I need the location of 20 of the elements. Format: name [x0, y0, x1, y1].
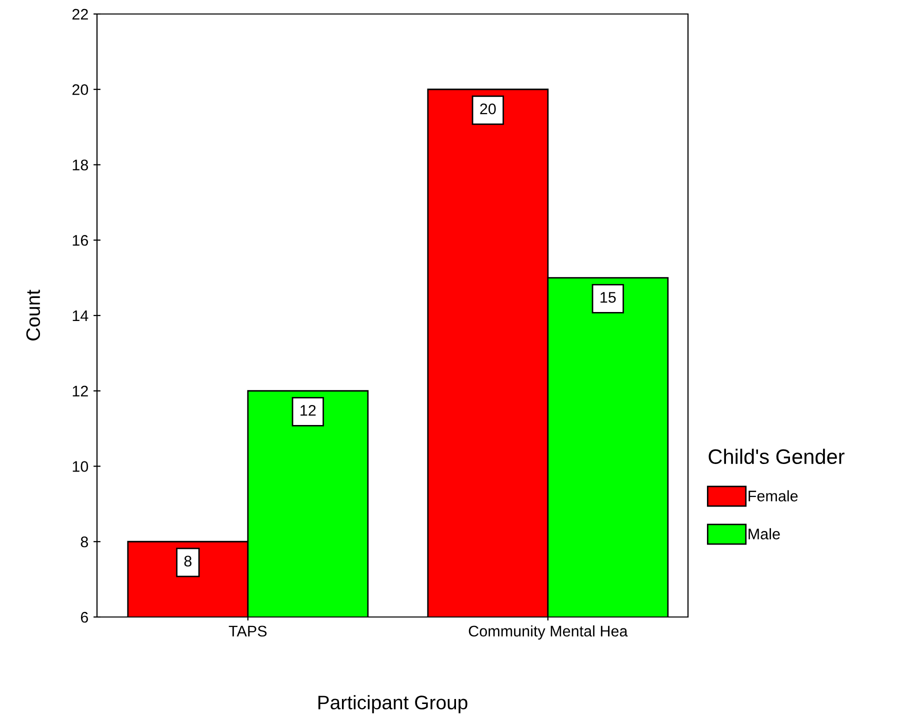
- y-tick-label: 16: [72, 234, 88, 246]
- y-tick-label: 6: [80, 612, 88, 623]
- x-tick-label: Community Mental Hea: [468, 625, 628, 640]
- y-tick-label: 22: [72, 8, 88, 20]
- y-axis-title: Count: [26, 290, 40, 340]
- y-tick-label: 8: [80, 536, 88, 548]
- data-label: 15: [600, 292, 616, 303]
- y-tick-label: 20: [72, 84, 88, 96]
- legend-title: Child's Gender: [708, 448, 844, 464]
- legend-label: Female: [748, 490, 798, 502]
- y-tick-label: 10: [72, 461, 88, 472]
- y-tick-label: 14: [72, 310, 88, 322]
- data-label: 20: [480, 103, 496, 114]
- y-tick-label: 12: [72, 386, 88, 396]
- x-axis-title: Participant Group: [318, 695, 468, 714]
- x-tick-label: TAPS: [228, 626, 267, 637]
- y-tick-label: 18: [72, 160, 88, 170]
- data-label: 12: [300, 404, 316, 416]
- legend-label: Male: [748, 528, 780, 540]
- data-label: 8: [184, 556, 192, 567]
